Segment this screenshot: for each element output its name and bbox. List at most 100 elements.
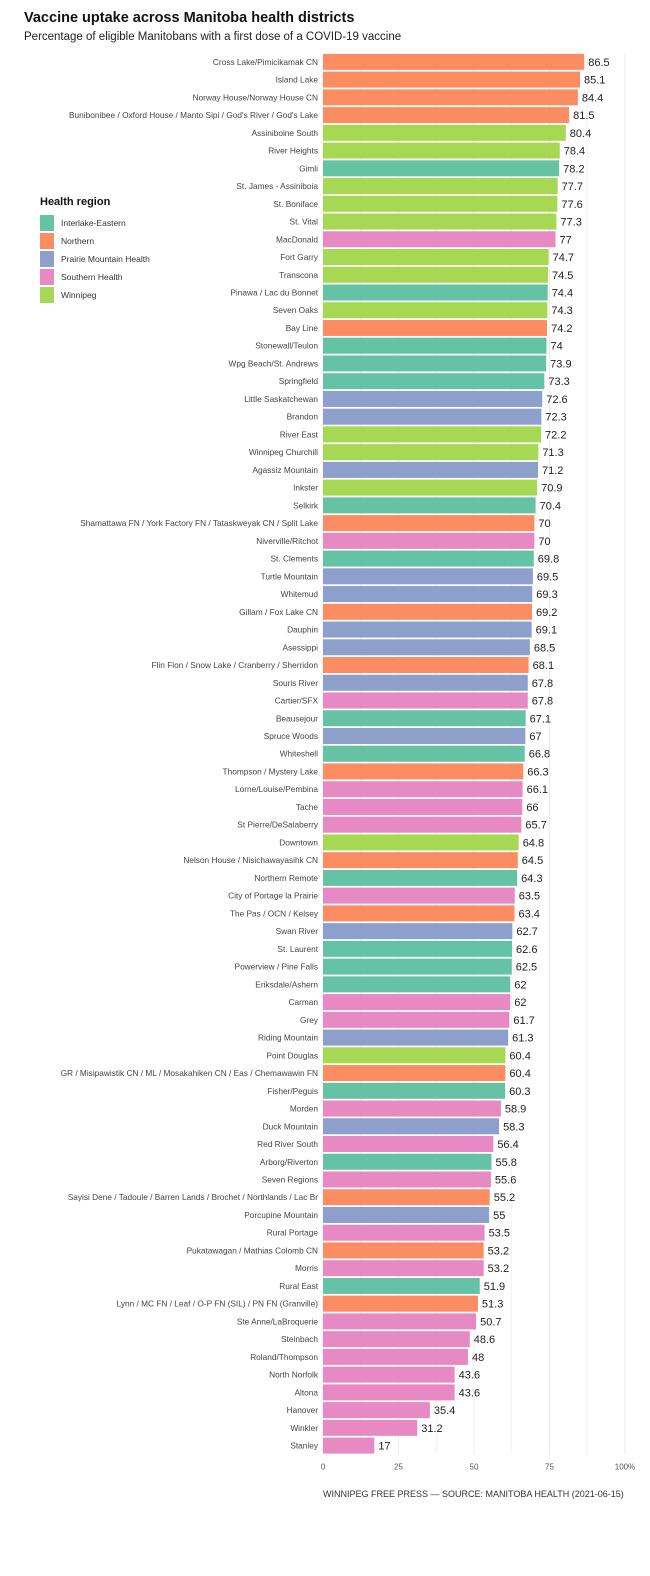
category-label: Swan River [276, 926, 319, 936]
value-label: 58.9 [505, 1104, 526, 1116]
category-label: St Pierre/DeSalaberry [237, 820, 319, 830]
bar [323, 1419, 418, 1436]
category-label: North Norfolk [269, 1370, 319, 1380]
category-label: City of Portage la Prairie [228, 891, 318, 901]
bar [323, 710, 526, 727]
bar [323, 621, 532, 638]
value-label: 60.3 [509, 1086, 530, 1098]
legend-item: Northern [40, 232, 150, 250]
category-label: Shamattawa FN / York Factory FN / Tatask… [80, 518, 318, 528]
value-label: 68.5 [534, 642, 555, 654]
category-label: Souris River [273, 678, 318, 688]
category-label: Lynn / MC FN / Leaf / O-P FN (SIL) / PN … [117, 1299, 319, 1309]
bar [323, 674, 528, 691]
bar [323, 1082, 506, 1099]
category-label: Gillam / Fox Lake CN [239, 607, 318, 617]
bar [323, 515, 535, 532]
category-label: Fisher/Peguis [267, 1086, 318, 1096]
bar [323, 107, 570, 124]
value-label: 53.2 [488, 1245, 509, 1257]
value-label: 64.8 [523, 837, 544, 849]
source-credit: WINNIPEG FREE PRESS — SOURCE: MANITOBA H… [323, 1489, 624, 1499]
bar [323, 1331, 470, 1348]
bar [323, 923, 513, 940]
category-label: Rural Portage [267, 1228, 319, 1238]
category-label: Norway House/Norway House CN [193, 92, 318, 102]
value-label: 66.3 [527, 766, 548, 778]
value-label: 53.5 [489, 1228, 510, 1240]
category-label: Island Lake [276, 75, 319, 85]
value-label: 70 [538, 536, 550, 548]
category-label: Whiteshell [280, 749, 318, 759]
bar [323, 1437, 375, 1454]
value-label: 64.5 [522, 855, 543, 867]
bar [323, 692, 528, 709]
value-label: 48.6 [474, 1334, 495, 1346]
category-label: Winkler [290, 1423, 318, 1433]
value-label: 48 [472, 1352, 484, 1364]
bar [323, 1136, 494, 1153]
value-label: 43.6 [459, 1370, 480, 1382]
bar-chart: Cross Lake/Pimicikamak CN 86.5 Island Lake… [61, 53, 635, 1471]
value-label: 35.4 [434, 1405, 455, 1417]
bar [323, 124, 566, 141]
value-label: 55 [493, 1210, 505, 1222]
bar [323, 71, 581, 88]
bar [323, 479, 538, 496]
category-label: Rural East [279, 1281, 318, 1291]
category-label: The Pas / OCN / Kelsey [230, 908, 319, 918]
bar [323, 1047, 506, 1064]
value-label: 50.7 [480, 1316, 501, 1328]
category-label: Point Douglas [266, 1050, 318, 1060]
value-label: 80.4 [570, 128, 591, 140]
bar [323, 1224, 485, 1241]
bar [323, 373, 545, 390]
bar [323, 390, 543, 407]
category-label: Altona [294, 1387, 318, 1397]
category-label: Assiniboine South [252, 128, 319, 138]
category-label: Tache [296, 802, 319, 812]
value-label: 85.1 [584, 75, 605, 87]
bar [323, 1171, 491, 1188]
bar [323, 1011, 510, 1028]
legend-item: Winnipeg [40, 286, 150, 304]
category-label: St. Boniface [273, 199, 318, 209]
value-label: 62.6 [516, 944, 537, 956]
value-label: 66 [526, 802, 538, 814]
bar [323, 337, 547, 354]
bar [323, 249, 549, 266]
bar [323, 408, 542, 425]
legend-item: Prairie Mountain Health [40, 250, 150, 268]
bar [323, 887, 515, 904]
value-label: 67.8 [532, 696, 553, 708]
chart-title: Vaccine uptake across Manitoba health di… [24, 10, 355, 26]
category-label: River East [280, 429, 319, 439]
value-label: 84.4 [582, 92, 603, 104]
bar [323, 745, 525, 762]
value-label: 73.9 [550, 358, 571, 370]
value-label: 69.5 [537, 571, 558, 583]
category-label: Inkster [293, 483, 318, 493]
category-label: St. James - Assiniboia [236, 181, 318, 191]
category-label: Porcupine Mountain [244, 1210, 318, 1220]
bar [323, 852, 518, 869]
category-label: Powerview / Pine Falls [235, 962, 318, 972]
value-label: 58.3 [503, 1121, 524, 1133]
category-label: Grey [300, 1015, 319, 1025]
value-label: 51.3 [482, 1299, 503, 1311]
bar [323, 1295, 478, 1312]
value-label: 70 [538, 518, 550, 530]
legend-swatch [40, 233, 54, 249]
bar [323, 550, 534, 567]
value-label: 70.4 [540, 500, 561, 512]
bar [323, 816, 522, 833]
bar [323, 781, 523, 798]
chart-subtitle: Percentage of eligible Manitobans with a… [24, 31, 402, 43]
bar [323, 603, 532, 620]
value-label: 62 [514, 979, 526, 991]
bar [323, 940, 513, 957]
value-label: 55.8 [496, 1157, 517, 1169]
category-label: Roland/Thompson [250, 1352, 318, 1362]
value-label: 74.4 [552, 287, 573, 299]
value-label: 64.3 [521, 873, 542, 885]
